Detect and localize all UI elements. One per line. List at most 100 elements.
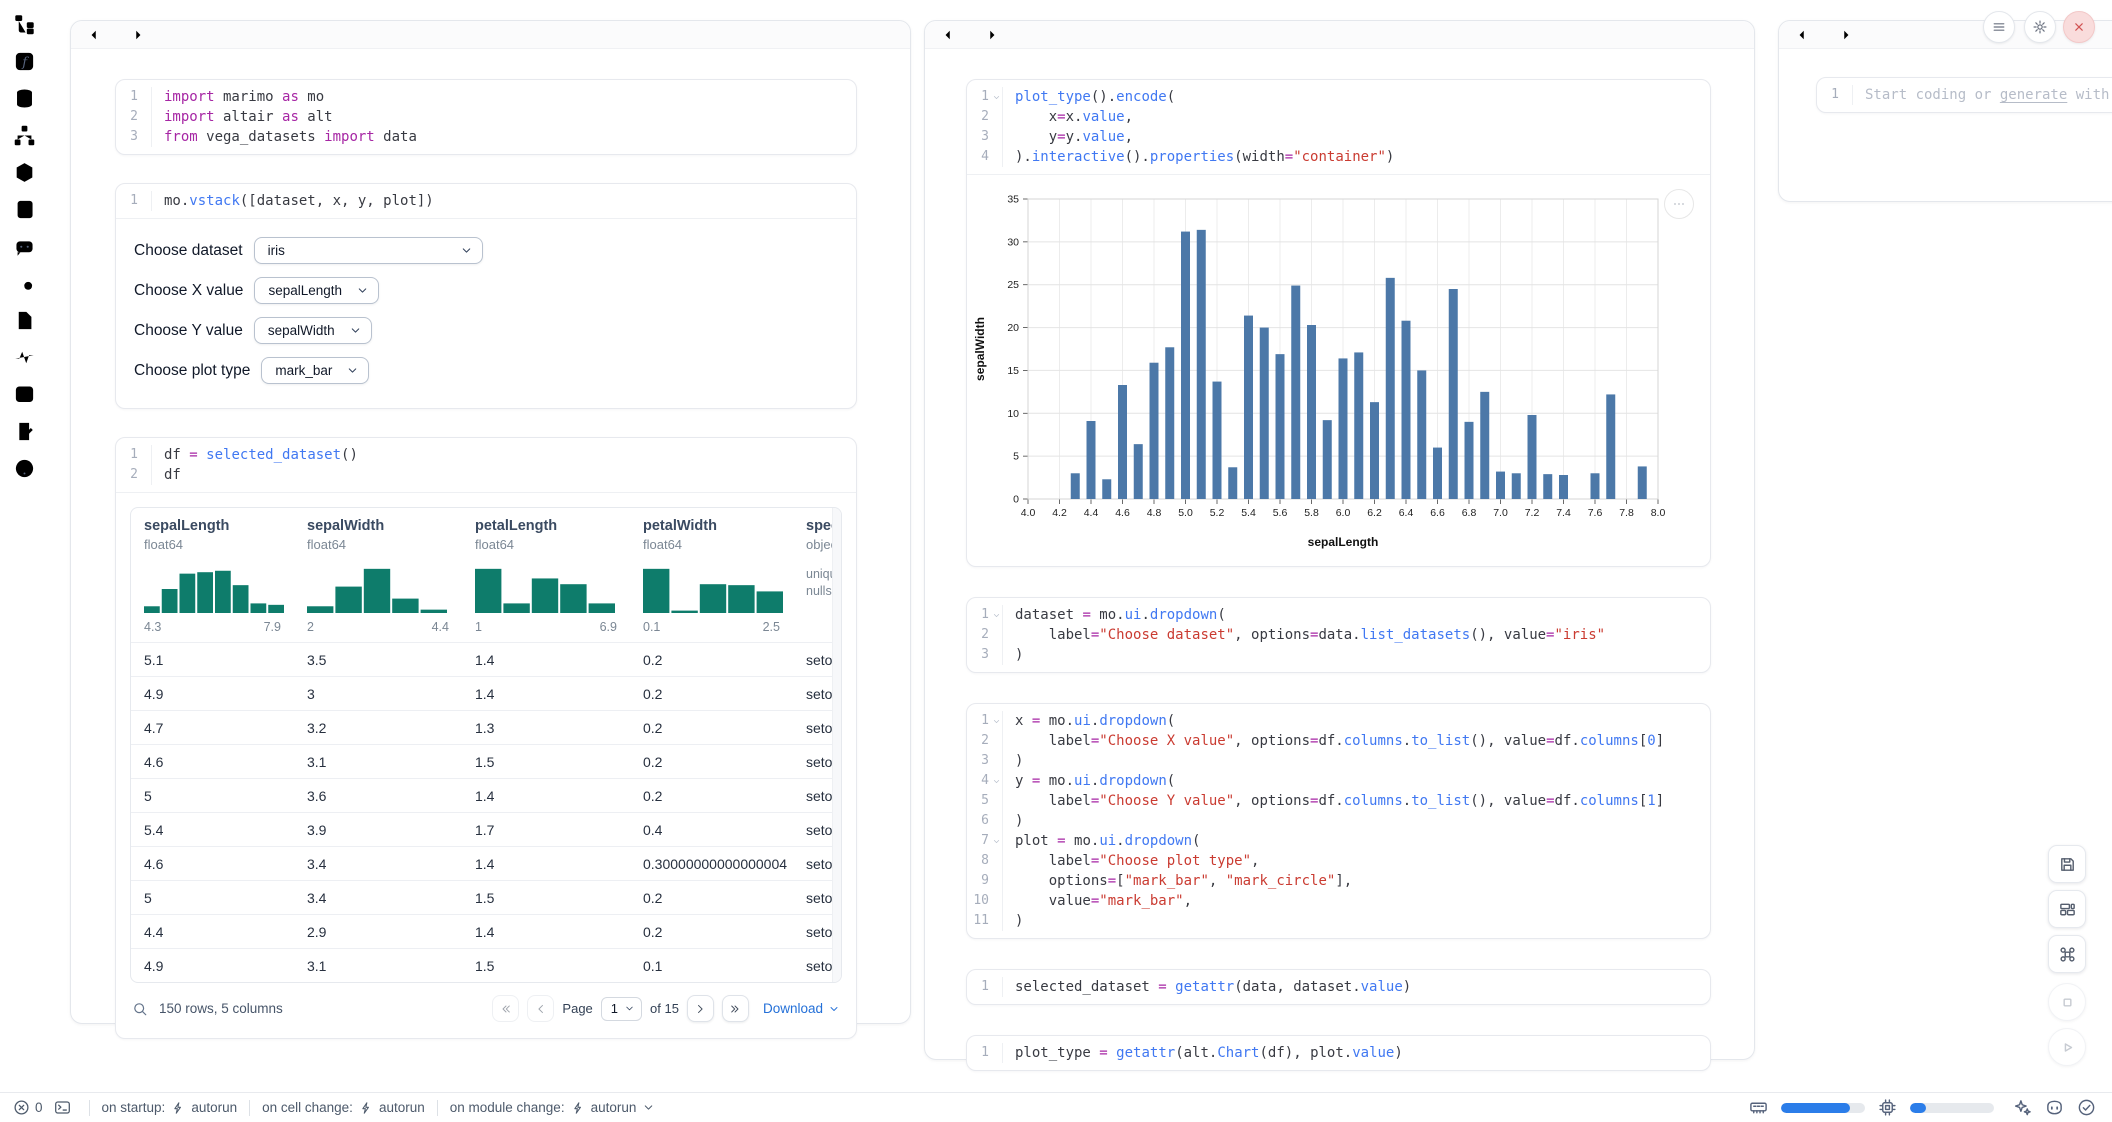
download-button[interactable]: Download (763, 1001, 840, 1016)
sidebar-activity-pulse-icon[interactable] (13, 346, 36, 369)
code-line[interactable]: 9 options=["mark_bar", "mark_circle"], (967, 871, 1710, 891)
fold-chevron-icon[interactable] (992, 837, 1001, 846)
notebook-menu-button[interactable] (1983, 11, 2015, 43)
column-header-petalLength[interactable]: petalLengthfloat6416.9 (462, 508, 630, 642)
code-line[interactable]: 1df = selected_dataset() (116, 445, 856, 465)
sidebar-function-icon[interactable]: f (13, 50, 36, 73)
code-line[interactable]: 2 label="Choose X value", options=df.col… (967, 731, 1710, 751)
vega-actions-button[interactable] (1664, 189, 1694, 219)
code-line[interactable]: 2df (116, 465, 856, 485)
bar-chart[interactable]: 4.04.24.44.64.85.05.25.45.65.86.06.26.46… (971, 187, 1687, 553)
dropdown-select[interactable]: sepalLength (254, 277, 379, 304)
save-button[interactable] (2048, 845, 2086, 883)
sidebar-package-cube-icon[interactable] (13, 161, 36, 184)
code-line[interactable]: 1mo.vstack([dataset, x, y, plot]) (116, 191, 856, 211)
table-row[interactable]: 4.931.40.2setos (131, 676, 841, 710)
fold-chevron-icon[interactable] (992, 777, 1001, 786)
chevron-right-icon[interactable] (985, 28, 999, 42)
code-line[interactable]: 3) (967, 751, 1710, 771)
table-row[interactable]: 4.73.21.30.2setos (131, 710, 841, 744)
command-palette-button[interactable] (2048, 935, 2086, 973)
ai-sparkles-button[interactable] (2013, 1098, 2032, 1117)
chevron-right-icon[interactable] (131, 28, 145, 42)
code-line[interactable]: 11) (967, 911, 1710, 931)
code-line[interactable]: 3from vega_datasets import data (116, 127, 856, 147)
code-line[interactable]: 4y = mo.ui.dropdown( (967, 771, 1710, 791)
code-editor-placeholder[interactable]: Start coding or generate with AI (1853, 85, 2112, 105)
code-line[interactable]: 1plot_type().encode( (967, 87, 1710, 107)
code-line[interactable]: 2 x=x.value, (967, 107, 1710, 127)
first-page-button[interactable] (492, 995, 519, 1022)
generate-with-ai-link[interactable]: generate (2000, 87, 2067, 103)
chevron-right-icon[interactable] (1839, 28, 1853, 42)
connection-status-icon[interactable] (2077, 1098, 2096, 1117)
code-line[interactable]: 3 y=y.value, (967, 127, 1710, 147)
fold-chevron-icon[interactable] (992, 717, 1001, 726)
fold-chevron-icon[interactable] (992, 611, 1001, 620)
dropdown-select[interactable]: iris (254, 237, 483, 264)
table-row[interactable]: 4.42.91.40.2setos (131, 914, 841, 948)
table-row[interactable]: 5.43.91.70.4setos (131, 812, 841, 846)
code-line[interactable]: 6) (967, 811, 1710, 831)
fold-chevron-icon[interactable] (992, 93, 1001, 102)
shutdown-button[interactable] (2063, 11, 2095, 43)
run-all-button[interactable] (2048, 1028, 2086, 1066)
sidebar-file-tree-icon[interactable] (13, 13, 36, 36)
sidebar-logs-search-icon[interactable] (13, 272, 36, 295)
column-header-speci[interactable]: speciobjecuniqunulls: (793, 508, 832, 642)
table-row[interactable]: 4.93.11.50.1setos (131, 948, 841, 982)
copilot-button[interactable] (2045, 1098, 2064, 1117)
table-row[interactable]: 5.13.51.40.2setos (131, 642, 841, 676)
add-cell-button[interactable] (1722, 27, 1738, 43)
sidebar-script-icon[interactable] (13, 198, 36, 221)
last-page-button[interactable] (722, 995, 749, 1022)
table-row[interactable]: 4.63.11.50.2setos (131, 744, 841, 778)
next-page-button[interactable] (687, 995, 714, 1022)
line-number: 1 (967, 605, 1003, 625)
table-row[interactable]: 53.41.50.2setos (131, 880, 841, 914)
dropdown-select[interactable]: mark_bar (261, 357, 369, 384)
dropdown-select[interactable]: sepalWidth (254, 317, 372, 344)
code-line[interactable]: 2import altair as alt (116, 107, 856, 127)
code-line[interactable]: 2 label="Choose dataset", options=data.l… (967, 625, 1710, 645)
on-cell-change-setting[interactable]: on cell change: autorun (262, 1100, 425, 1115)
chevron-left-icon[interactable] (1795, 28, 1809, 42)
sidebar-help-icon[interactable] (13, 457, 36, 480)
settings-button[interactable] (2024, 11, 2056, 43)
code-line[interactable]: 1plot_type = getattr(alt.Chart(df), plot… (967, 1043, 1710, 1063)
sidebar-snippets-icon[interactable] (13, 383, 36, 406)
error-indicator[interactable]: 0 (13, 1099, 43, 1116)
column-header-sepalWidth[interactable]: sepalWidthfloat6424.4 (294, 508, 462, 642)
table-scrollbar[interactable] (832, 508, 841, 982)
code-line[interactable]: 5 label="Choose Y value", options=df.col… (967, 791, 1710, 811)
on-module-change-setting[interactable]: on module change: autorun (450, 1100, 656, 1115)
add-cell-button[interactable] (878, 27, 894, 43)
on-startup-setting[interactable]: on startup: autorun (102, 1100, 238, 1115)
table-row[interactable]: 53.61.40.2setos (131, 778, 841, 812)
code-line[interactable]: 1selected_dataset = getattr(data, datase… (967, 977, 1710, 997)
stop-kernel-button[interactable] (2048, 983, 2086, 1021)
table-row[interactable]: 4.63.41.40.30000000000000004setos (131, 846, 841, 880)
chevron-left-icon[interactable] (87, 28, 101, 42)
sidebar-chat-bot-icon[interactable] (13, 235, 36, 258)
column-header-sepalLength[interactable]: sepalLengthfloat644.37.9 (131, 508, 294, 642)
code-line[interactable]: 8 label="Choose plot type", (967, 851, 1710, 871)
layout-toggle-button[interactable] (2048, 890, 2086, 928)
code-line[interactable]: 1dataset = mo.ui.dropdown( (967, 605, 1710, 625)
terminal-button[interactable] (54, 1099, 71, 1116)
sidebar-dependency-graph-icon[interactable] (13, 124, 36, 147)
sidebar-database-icon[interactable] (13, 87, 36, 110)
sidebar-document-icon[interactable] (13, 309, 36, 332)
chevron-left-icon[interactable] (941, 28, 955, 42)
sidebar-scratchpad-icon[interactable] (13, 420, 36, 443)
code-line[interactable]: 3) (967, 645, 1710, 665)
code-line[interactable]: 7plot = mo.ui.dropdown( (967, 831, 1710, 851)
divider (249, 1100, 250, 1116)
code-line[interactable]: 4).interactive().properties(width="conta… (967, 147, 1710, 167)
code-line[interactable]: 1x = mo.ui.dropdown( (967, 711, 1710, 731)
code-line[interactable]: 10 value="mark_bar", (967, 891, 1710, 911)
column-header-petalWidth[interactable]: petalWidthfloat640.12.5 (630, 508, 793, 642)
prev-page-button[interactable] (527, 995, 554, 1022)
code-line[interactable]: 1import marimo as mo (116, 87, 856, 107)
page-select[interactable]: 1 (601, 997, 642, 1021)
